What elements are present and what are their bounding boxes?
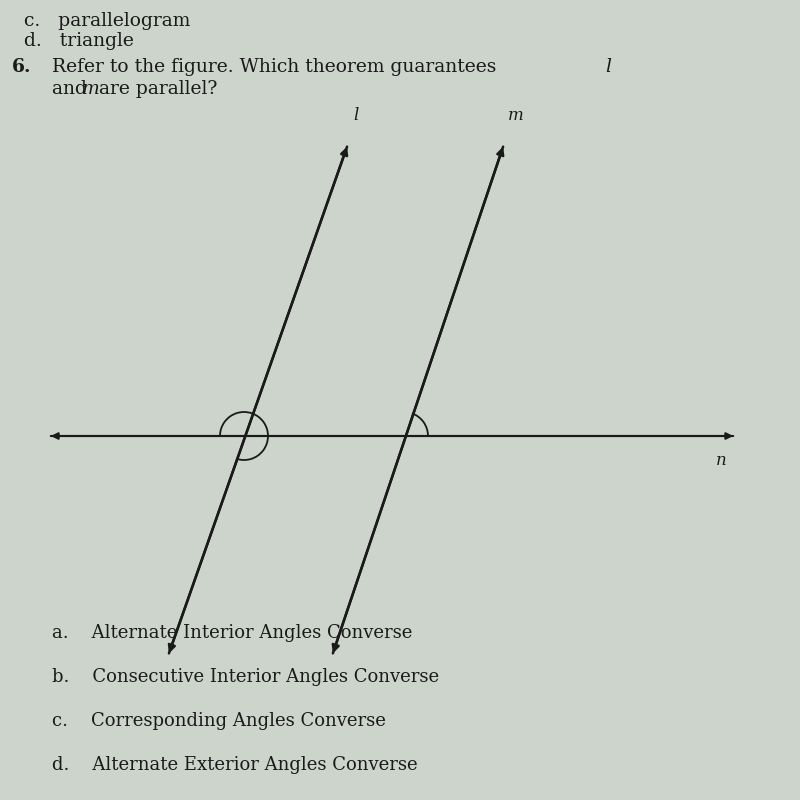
Text: c.    Corresponding Angles Converse: c. Corresponding Angles Converse	[52, 712, 386, 730]
Text: m: m	[82, 80, 99, 98]
Text: b.    Consecutive Interior Angles Converse: b. Consecutive Interior Angles Converse	[52, 668, 439, 686]
Text: 6.: 6.	[12, 58, 31, 75]
Text: and: and	[52, 80, 93, 98]
Text: l: l	[354, 107, 358, 124]
Text: c.   parallelogram: c. parallelogram	[24, 12, 190, 30]
Text: m: m	[508, 107, 524, 124]
Text: are parallel?: are parallel?	[93, 80, 217, 98]
Text: l: l	[605, 58, 611, 75]
Text: a.    Alternate Interior Angles Converse: a. Alternate Interior Angles Converse	[52, 624, 412, 642]
Text: d.    Alternate Exterior Angles Converse: d. Alternate Exterior Angles Converse	[52, 756, 418, 774]
Text: Refer to the figure. Which theorem guarantees: Refer to the figure. Which theorem guara…	[52, 58, 502, 75]
Text: n: n	[716, 452, 726, 469]
Text: d.   triangle: d. triangle	[24, 32, 134, 50]
